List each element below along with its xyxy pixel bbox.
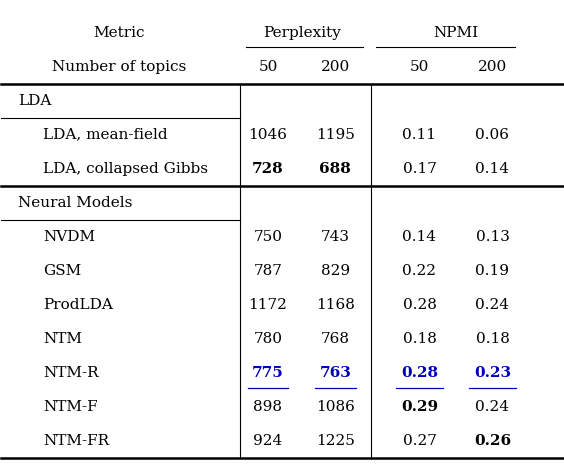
Text: 0.18: 0.18 (403, 332, 437, 346)
Text: NTM-FR: NTM-FR (43, 435, 109, 448)
Text: Metric: Metric (94, 26, 145, 39)
Text: NTM: NTM (43, 332, 82, 346)
Text: 0.28: 0.28 (401, 366, 438, 380)
Text: GSM: GSM (43, 264, 82, 278)
Text: 50: 50 (410, 60, 429, 73)
Text: 768: 768 (321, 332, 350, 346)
Text: 1086: 1086 (316, 401, 355, 414)
Text: 1195: 1195 (316, 128, 355, 142)
Text: 0.13: 0.13 (475, 230, 509, 244)
Text: 787: 787 (254, 264, 283, 278)
Text: NVDM: NVDM (43, 230, 96, 244)
Text: 1225: 1225 (316, 435, 355, 448)
Text: 924: 924 (253, 435, 283, 448)
Text: 50: 50 (258, 60, 277, 73)
Text: 763: 763 (319, 366, 351, 380)
Text: 743: 743 (321, 230, 350, 244)
Text: NTM-F: NTM-F (43, 401, 98, 414)
Text: NPMI: NPMI (433, 26, 478, 39)
Text: 0.19: 0.19 (475, 264, 509, 278)
Text: 0.14: 0.14 (475, 162, 509, 176)
Text: NTM-R: NTM-R (43, 366, 99, 380)
Text: 780: 780 (253, 332, 283, 346)
Text: 0.29: 0.29 (401, 401, 438, 414)
Text: 0.14: 0.14 (403, 230, 437, 244)
Text: 688: 688 (319, 162, 351, 176)
Text: 0.17: 0.17 (403, 162, 437, 176)
Text: Perplexity: Perplexity (263, 26, 341, 39)
Text: 775: 775 (252, 366, 284, 380)
Text: ProdLDA: ProdLDA (43, 298, 113, 312)
Text: 0.28: 0.28 (403, 298, 437, 312)
Text: 200: 200 (321, 60, 350, 73)
Text: 728: 728 (252, 162, 284, 176)
Text: 829: 829 (321, 264, 350, 278)
Text: LDA, collapsed Gibbs: LDA, collapsed Gibbs (43, 162, 209, 176)
Text: 0.26: 0.26 (474, 435, 511, 448)
Text: 0.27: 0.27 (403, 435, 437, 448)
Text: 200: 200 (478, 60, 507, 73)
Text: 1172: 1172 (249, 298, 288, 312)
Text: 0.24: 0.24 (475, 401, 509, 414)
Text: Neural Models: Neural Models (18, 196, 133, 210)
Text: Number of topics: Number of topics (52, 60, 186, 73)
Text: 0.18: 0.18 (475, 332, 509, 346)
Text: 0.22: 0.22 (403, 264, 437, 278)
Text: LDA, mean-field: LDA, mean-field (43, 128, 168, 142)
Text: 750: 750 (253, 230, 283, 244)
Text: 0.06: 0.06 (475, 128, 509, 142)
Text: 1046: 1046 (249, 128, 288, 142)
Text: 0.23: 0.23 (474, 366, 511, 380)
Text: 898: 898 (253, 401, 283, 414)
Text: 0.24: 0.24 (475, 298, 509, 312)
Text: 0.11: 0.11 (403, 128, 437, 142)
Text: 1168: 1168 (316, 298, 355, 312)
Text: LDA: LDA (18, 94, 51, 108)
